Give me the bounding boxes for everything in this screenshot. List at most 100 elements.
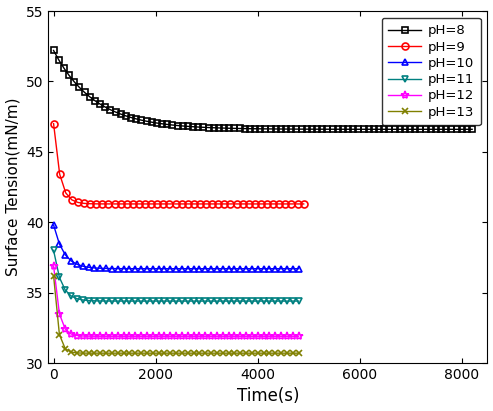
pH=10 [161, 266, 167, 271]
pH=9 [234, 201, 240, 206]
pH=12 [243, 334, 249, 339]
pH=13 [173, 351, 179, 356]
pH=8 [247, 126, 253, 131]
pH=13 [86, 351, 92, 356]
pH=13 [226, 351, 232, 356]
pH=9 [264, 201, 270, 206]
pH=13 [231, 351, 237, 356]
pH=13 [191, 351, 197, 356]
pH=11 [57, 275, 63, 280]
pH=11 [126, 299, 132, 304]
pH=9 [246, 201, 252, 206]
pH=10 [290, 266, 296, 271]
pH=9 [282, 201, 288, 206]
pH=13 [284, 351, 290, 356]
Legend: pH=8, pH=9, pH=10, pH=11, pH=12, pH=13: pH=8, pH=9, pH=10, pH=11, pH=12, pH=13 [382, 18, 481, 125]
pH=12 [272, 334, 278, 339]
Line: pH=10: pH=10 [50, 222, 302, 272]
pH=12 [121, 334, 127, 339]
pH=10 [231, 266, 237, 271]
pH=11 [51, 248, 57, 253]
pH=9 [69, 197, 75, 202]
pH=12 [261, 334, 267, 339]
pH=10 [191, 266, 197, 271]
pH=13 [156, 351, 162, 356]
pH=11 [226, 299, 232, 304]
pH=11 [266, 299, 272, 304]
pH=13 [261, 351, 267, 356]
pH=9 [167, 201, 173, 206]
pH=10 [179, 266, 185, 271]
pH=9 [124, 201, 130, 206]
pH=10 [80, 264, 86, 269]
pH=12 [150, 334, 156, 339]
pH=12 [68, 332, 74, 337]
pH=13 [51, 273, 57, 278]
pH=10 [278, 266, 284, 271]
pH=12 [167, 334, 173, 339]
pH=10 [51, 223, 57, 228]
pH=12 [220, 334, 226, 339]
pH=10 [226, 266, 232, 271]
pH=10 [208, 266, 214, 271]
pH=13 [97, 351, 103, 356]
pH=10 [272, 266, 278, 271]
pH=9 [221, 201, 227, 206]
pH=13 [214, 351, 220, 356]
pH=9 [252, 201, 258, 206]
pH=10 [150, 266, 156, 271]
pH=13 [161, 351, 167, 356]
pH=12 [202, 334, 208, 339]
pH=10 [144, 266, 150, 271]
pH=13 [92, 351, 98, 356]
pH=11 [74, 296, 80, 301]
pH=9 [288, 201, 294, 206]
pH=9 [301, 201, 307, 206]
pH=12 [196, 334, 202, 339]
pH=11 [220, 299, 226, 304]
pH=10 [57, 242, 63, 247]
pH=12 [74, 333, 80, 338]
Line: pH=9: pH=9 [50, 120, 307, 208]
pH=8 [387, 127, 392, 132]
pH=11 [115, 299, 121, 304]
pH=10 [115, 266, 121, 271]
pH=13 [196, 351, 202, 356]
pH=12 [126, 334, 132, 339]
pH=10 [132, 266, 138, 271]
pH=10 [243, 266, 249, 271]
X-axis label: Time(s): Time(s) [237, 388, 299, 405]
pH=12 [226, 334, 232, 339]
pH=12 [115, 334, 121, 339]
pH=9 [277, 201, 282, 206]
pH=13 [126, 351, 132, 356]
pH=10 [173, 266, 179, 271]
pH=12 [51, 263, 57, 268]
pH=10 [255, 266, 261, 271]
pH=12 [249, 334, 255, 339]
pH=11 [156, 299, 162, 304]
pH=11 [97, 298, 103, 303]
pH=13 [266, 351, 272, 356]
pH=10 [86, 265, 92, 270]
pH=13 [167, 351, 173, 356]
pH=11 [196, 299, 202, 304]
pH=12 [173, 334, 179, 339]
pH=10 [68, 259, 74, 263]
pH=13 [208, 351, 214, 356]
Line: pH=12: pH=12 [49, 262, 303, 340]
pH=10 [185, 266, 191, 271]
pH=11 [109, 298, 115, 303]
pH=13 [103, 351, 109, 356]
pH=9 [100, 201, 106, 206]
pH=12 [161, 334, 167, 339]
pH=11 [62, 288, 68, 293]
pH=9 [63, 191, 69, 196]
pH=9 [197, 201, 203, 206]
pH=12 [109, 334, 115, 339]
pH=12 [296, 334, 302, 339]
pH=12 [103, 334, 109, 339]
pH=13 [144, 351, 150, 356]
pH=9 [160, 201, 166, 206]
pH=12 [80, 334, 86, 339]
